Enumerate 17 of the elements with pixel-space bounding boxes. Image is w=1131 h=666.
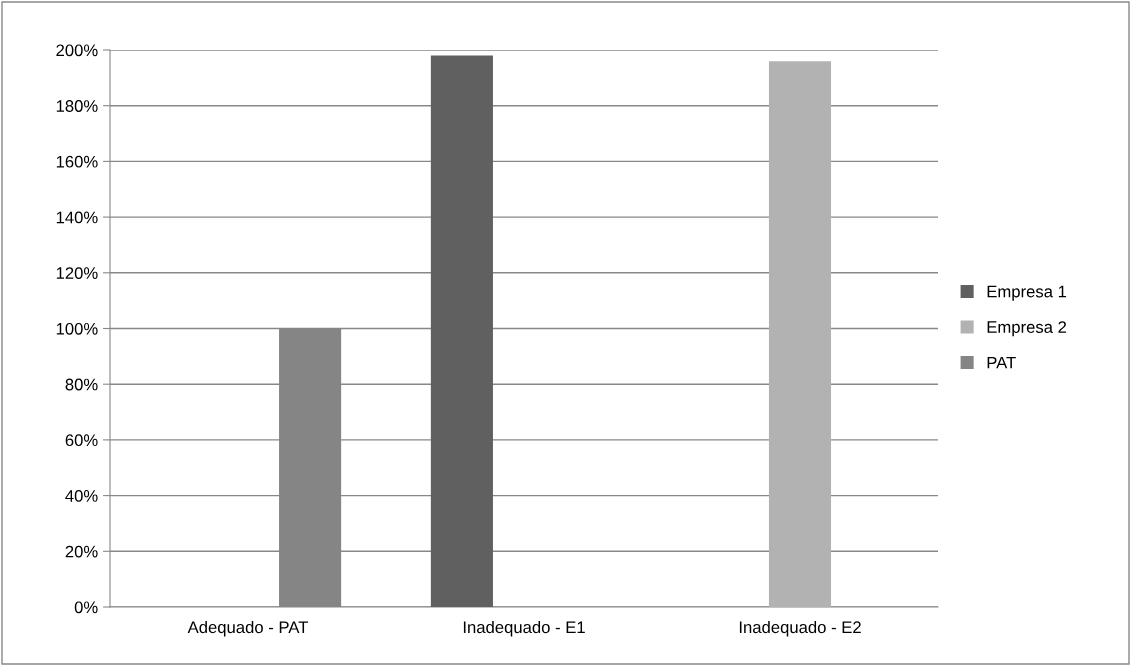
y-tick-label: 160% [56, 155, 98, 168]
y-tick-label: 100% [56, 322, 98, 335]
y-tick-label: 20% [65, 545, 98, 558]
y-tick-label: 40% [65, 490, 98, 502]
x-tick-label: Adequado - PAT [187, 620, 309, 637]
legend-label: PAT [987, 356, 1016, 369]
y-tick-label: 0% [74, 601, 98, 614]
legend-label: Empresa 2 [987, 321, 1067, 337]
y-tick-label: 120% [56, 267, 98, 279]
y-tick-label: 140% [56, 211, 98, 224]
x-tick-label: Inadequado - E2 [739, 620, 861, 637]
y-tick-label: 180% [56, 100, 98, 112]
y-tick-label: 80% [65, 378, 98, 391]
x-tick-label: Inadequado - E1 [463, 620, 585, 637]
y-tick-label: 200% [56, 44, 98, 57]
y-tick-label: 60% [65, 434, 98, 447]
legend-label: Empresa 1 [987, 285, 1067, 301]
